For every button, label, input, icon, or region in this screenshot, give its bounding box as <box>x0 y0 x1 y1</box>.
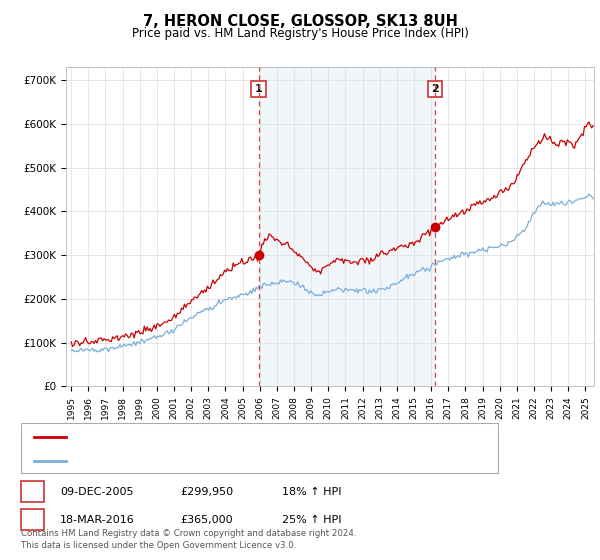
Text: 2: 2 <box>431 84 439 94</box>
Text: Contains HM Land Registry data © Crown copyright and database right 2024.
This d: Contains HM Land Registry data © Crown c… <box>21 529 356 550</box>
Bar <box>259 67 435 386</box>
Text: 09-DEC-2005: 09-DEC-2005 <box>60 487 133 497</box>
Text: £299,950: £299,950 <box>180 487 233 497</box>
Text: 25% ↑ HPI: 25% ↑ HPI <box>282 515 341 525</box>
Text: HPI: Average price, detached house, High Peak: HPI: Average price, detached house, High… <box>73 456 318 465</box>
Text: 1: 1 <box>255 84 263 94</box>
Text: 7, HERON CLOSE, GLOSSOP, SK13 8UH (detached house): 7, HERON CLOSE, GLOSSOP, SK13 8UH (detac… <box>73 432 371 442</box>
Text: Price paid vs. HM Land Registry's House Price Index (HPI): Price paid vs. HM Land Registry's House … <box>131 27 469 40</box>
Text: 18% ↑ HPI: 18% ↑ HPI <box>282 487 341 497</box>
Text: £365,000: £365,000 <box>180 515 233 525</box>
Text: 18-MAR-2016: 18-MAR-2016 <box>60 515 135 525</box>
Text: 7, HERON CLOSE, GLOSSOP, SK13 8UH: 7, HERON CLOSE, GLOSSOP, SK13 8UH <box>143 14 457 29</box>
Text: 2: 2 <box>28 513 37 526</box>
Text: 1: 1 <box>28 485 37 498</box>
